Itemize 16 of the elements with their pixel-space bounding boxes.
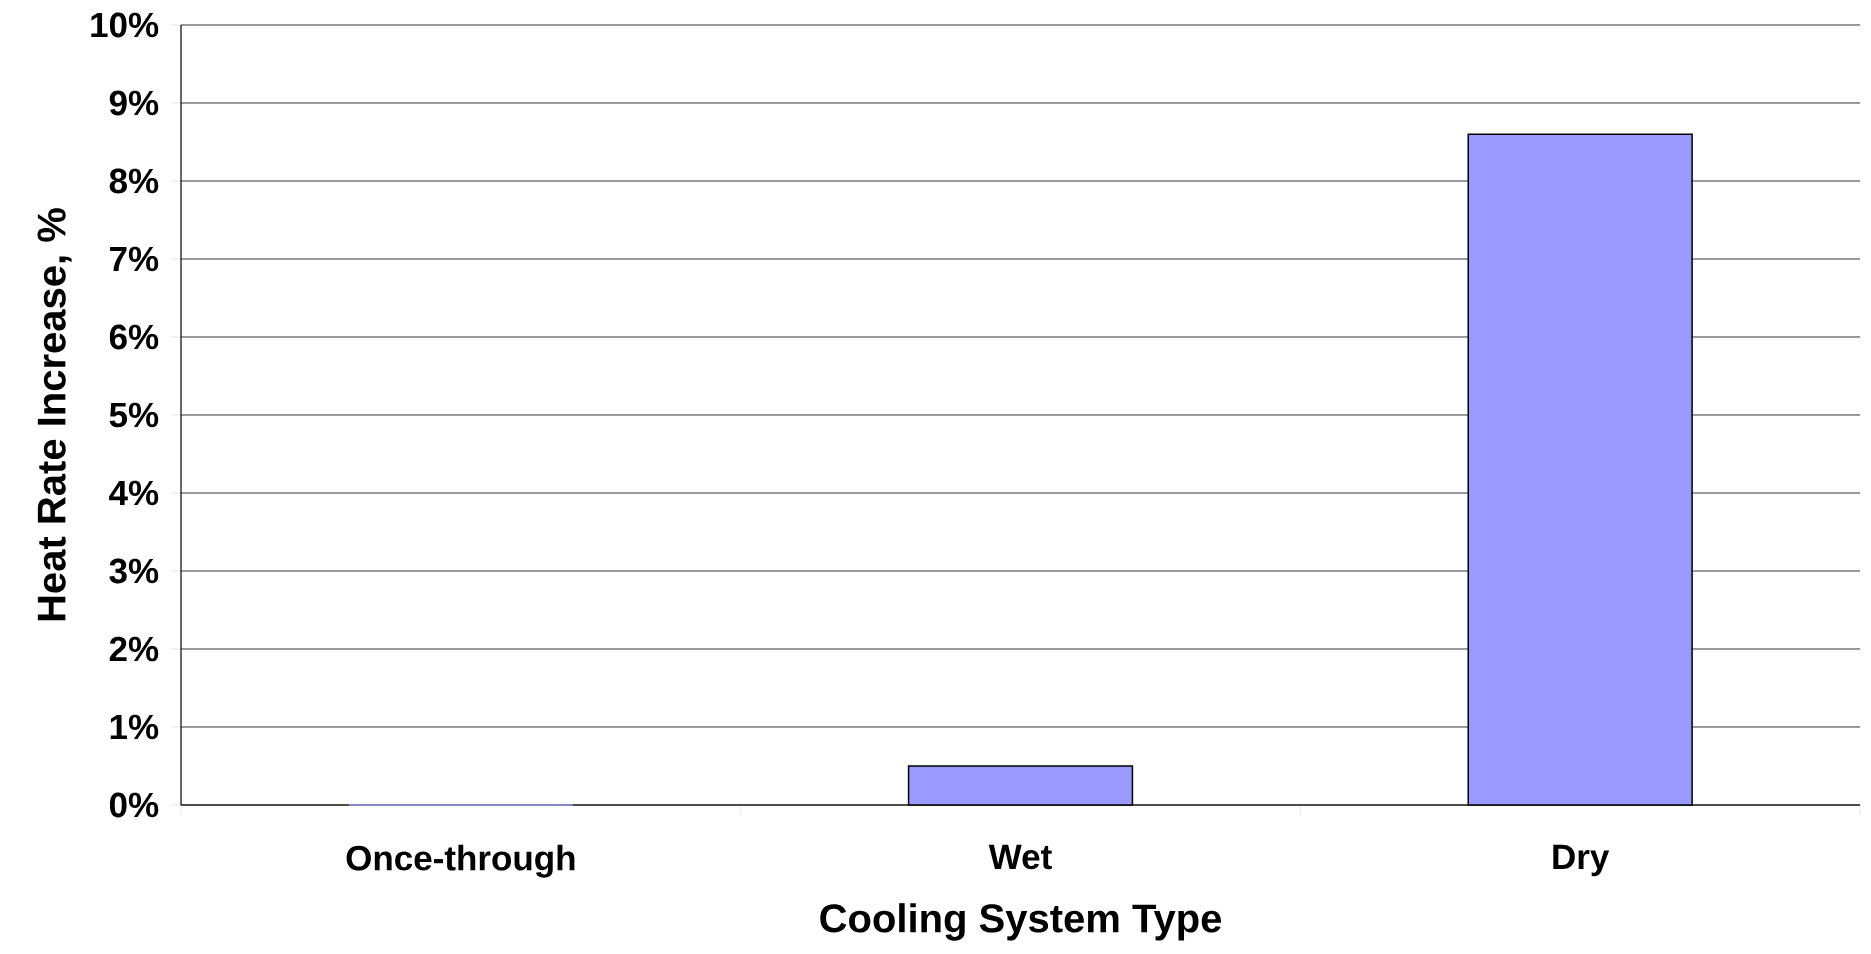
y-tick-label: 7% [110, 246, 159, 272]
y-tick-label: 0% [109, 792, 159, 818]
y-tick-label: 2% [109, 636, 159, 662]
y-tick-label: 4% [109, 480, 159, 506]
y-tick-label: 9% [109, 90, 159, 116]
x-tick-label: Dry [1553, 844, 1610, 877]
x-tick-label: Once-through [346, 844, 575, 878]
y-tick-label: 6% [109, 324, 159, 350]
y-tick-label: 1% [110, 714, 159, 740]
y-axis-title: Heat Rate Increase, % [37, 208, 72, 621]
y-tick-label: 5% [109, 402, 159, 428]
y-tick-label: 8% [109, 168, 159, 194]
x-axis-title: Cooling System Type [820, 903, 1222, 941]
y-tick-label: 10% [91, 12, 159, 38]
x-tick-label: Wet [988, 844, 1052, 870]
y-tick-label: 3% [109, 558, 159, 584]
